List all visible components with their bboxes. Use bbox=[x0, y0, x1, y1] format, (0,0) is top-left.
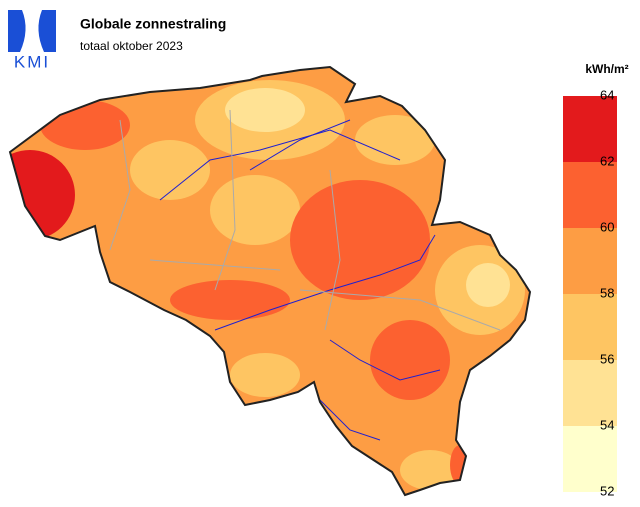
legend-band bbox=[563, 294, 617, 360]
legend-band bbox=[563, 228, 617, 294]
legend-tick-label: 62 bbox=[600, 153, 614, 168]
legend-band bbox=[563, 426, 617, 492]
logo-text: KMI bbox=[14, 52, 50, 71]
legend-tick-label: 56 bbox=[600, 351, 614, 366]
legend-unit: kWh/m² bbox=[585, 62, 628, 76]
legend-tick-label: 58 bbox=[600, 285, 614, 300]
rivers bbox=[159, 119, 441, 441]
legend-band bbox=[563, 162, 617, 228]
borders bbox=[109, 109, 501, 331]
legend-tick-label: 52 bbox=[600, 483, 614, 498]
legend: 52 54 56 58 60 62 64 bbox=[563, 87, 617, 498]
map-title: Globale zonnestraling bbox=[80, 16, 226, 32]
legend-band bbox=[563, 360, 617, 426]
legend-tick-label: 60 bbox=[600, 219, 614, 234]
logo: KMI bbox=[8, 10, 56, 71]
radiation-field bbox=[10, 67, 530, 495]
legend-band bbox=[563, 96, 617, 162]
map-subtitle: totaal oktober 2023 bbox=[80, 39, 183, 53]
legend-tick-label: 54 bbox=[600, 417, 614, 432]
legend-tick-label: 64 bbox=[600, 87, 614, 102]
